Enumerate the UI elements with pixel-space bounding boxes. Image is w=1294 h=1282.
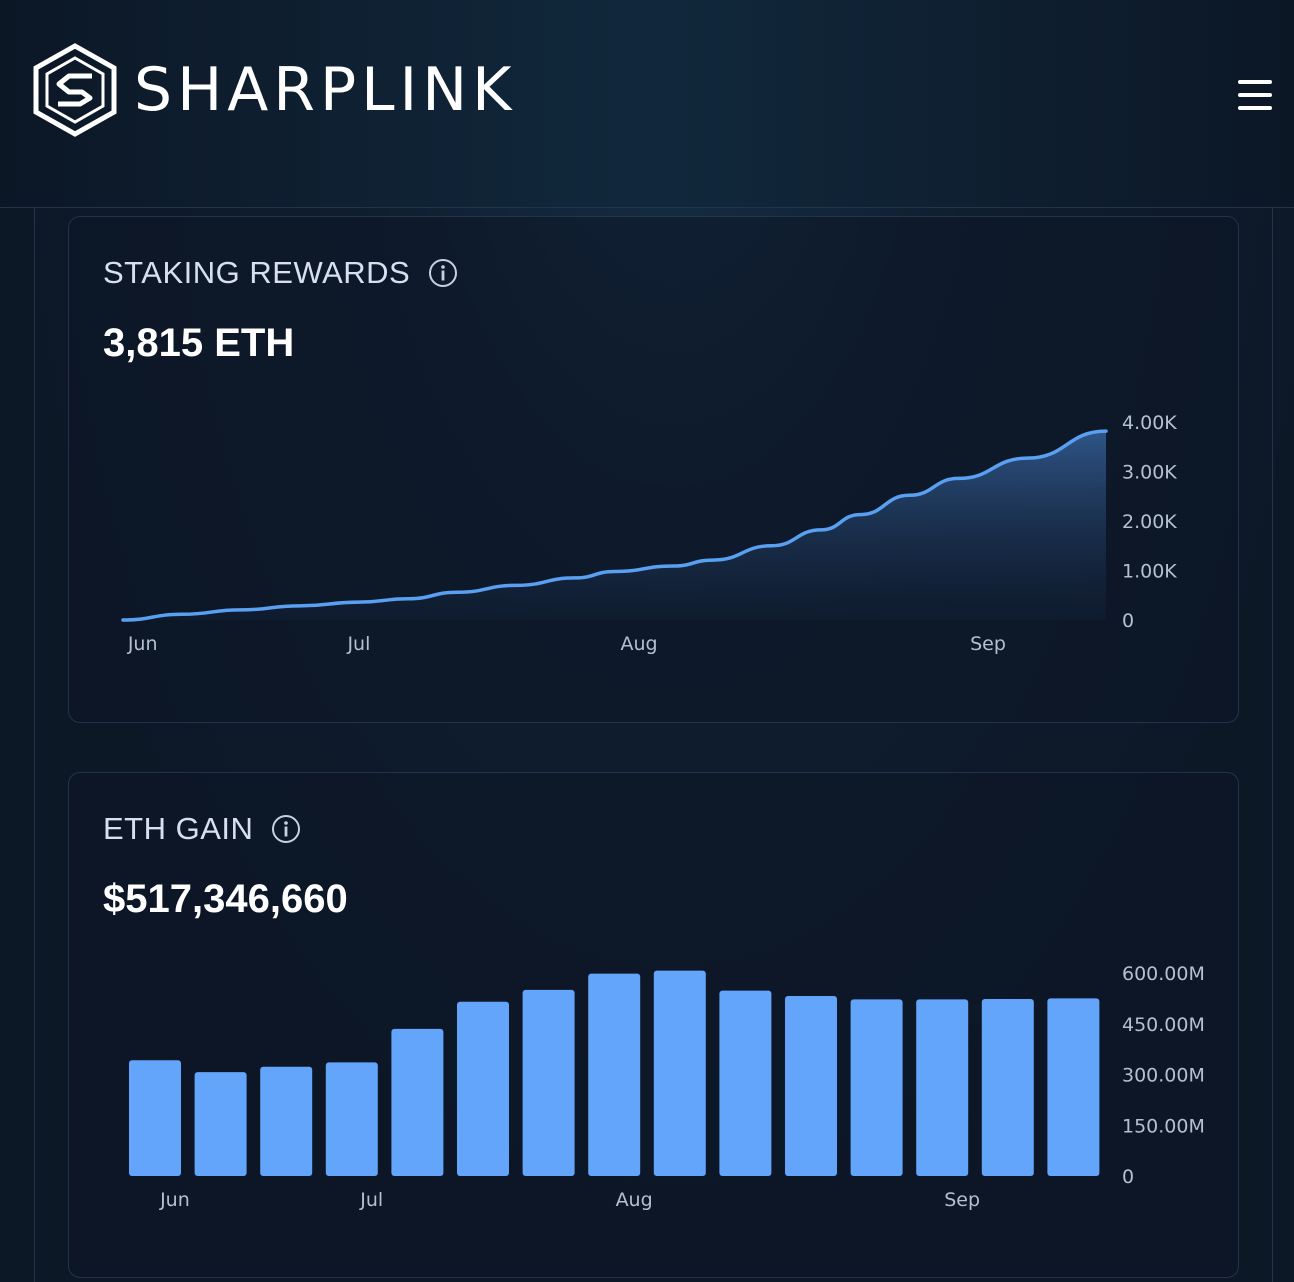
staking-rewards-card: STAKING REWARDS 3,815 ETH 4.00K 3.00K 2.00… [68, 216, 1239, 723]
x-tick-label: Jul [346, 633, 370, 655]
eth-gain-card: ETH GAIN $517,346,660 600.00M 450.00M 300.… [68, 772, 1239, 1278]
x-tick-label: Sep [970, 633, 1006, 655]
eth-gain-title: ETH GAIN [103, 811, 254, 846]
y-tick-label: 450.00M [1122, 1014, 1205, 1036]
eth-gain-bar[interactable] [850, 999, 903, 1176]
eth-gain-bar-chart: 600.00M 450.00M 300.00M 150.00M 0 Jun Jul Aug Se… [129, 963, 1205, 1211]
info-circle-icon[interactable] [271, 814, 301, 844]
y-tick-label: 150.00M [1122, 1115, 1205, 1137]
x-tick-label: Jun [127, 633, 158, 655]
y-tick-label: 4.00K [1122, 412, 1177, 434]
eth-gain-bar[interactable] [457, 1001, 509, 1176]
info-circle-icon[interactable] [428, 258, 458, 288]
eth-gain-bar[interactable] [785, 996, 837, 1176]
eth-gain-bar[interactable] [719, 990, 772, 1176]
sharplink-hexagon-logo-icon [33, 43, 117, 137]
x-tick-label: Aug [616, 1189, 653, 1211]
eth-gain-bar[interactable] [1047, 998, 1100, 1176]
brand-name: SHARPLINK [134, 55, 517, 125]
eth-gain-bar[interactable] [194, 1072, 247, 1176]
eth-gain-bar[interactable] [653, 970, 706, 1176]
x-tick-label: Sep [944, 1189, 980, 1211]
eth-gain-value: $517,346,660 [103, 877, 348, 921]
staking-rewards-title: STAKING REWARDS [103, 255, 411, 290]
y-tick-label: 600.00M [1122, 963, 1205, 985]
eth-gain-bar[interactable] [129, 1060, 181, 1176]
card-title-row: STAKING REWARDS [103, 255, 458, 291]
hamburger-menu-icon[interactable] [1234, 76, 1274, 112]
eth-gain-bar[interactable] [260, 1066, 313, 1176]
staking-rewards-value: 3,815 ETH [103, 321, 295, 365]
y-tick-label: 0 [1122, 610, 1134, 632]
eth-gain-bar[interactable] [522, 989, 575, 1176]
left-rail-divider [34, 208, 35, 1282]
staking-rewards-line [121, 429, 1108, 622]
x-tick-label: Jul [359, 1189, 383, 1211]
eth-gain-bar[interactable] [916, 999, 969, 1176]
x-tick-label: Aug [621, 633, 658, 655]
y-tick-label: 0 [1122, 1166, 1134, 1188]
site-header: SHARPLINK [0, 0, 1294, 208]
card-title-row: ETH GAIN [103, 811, 301, 847]
area-fill [123, 431, 1106, 620]
x-tick-label: Jun [159, 1189, 190, 1211]
eth-gain-bar[interactable] [391, 1028, 444, 1176]
right-rail-divider [1272, 208, 1273, 1282]
y-tick-label: 2.00K [1122, 511, 1177, 533]
y-tick-label: 3.00K [1122, 462, 1177, 484]
y-tick-label: 1.00K [1122, 561, 1177, 583]
staking-rewards-area-chart: 4.00K 3.00K 2.00K 1.00K 0 Jun Jul Aug Sep [121, 412, 1177, 655]
eth-gain-bar[interactable] [588, 973, 641, 1176]
eth-gain-bar[interactable] [981, 999, 1034, 1176]
eth-gain-bar[interactable] [325, 1062, 378, 1176]
y-tick-label: 300.00M [1122, 1065, 1205, 1087]
brand-logo[interactable]: SHARPLINK [32, 42, 516, 138]
